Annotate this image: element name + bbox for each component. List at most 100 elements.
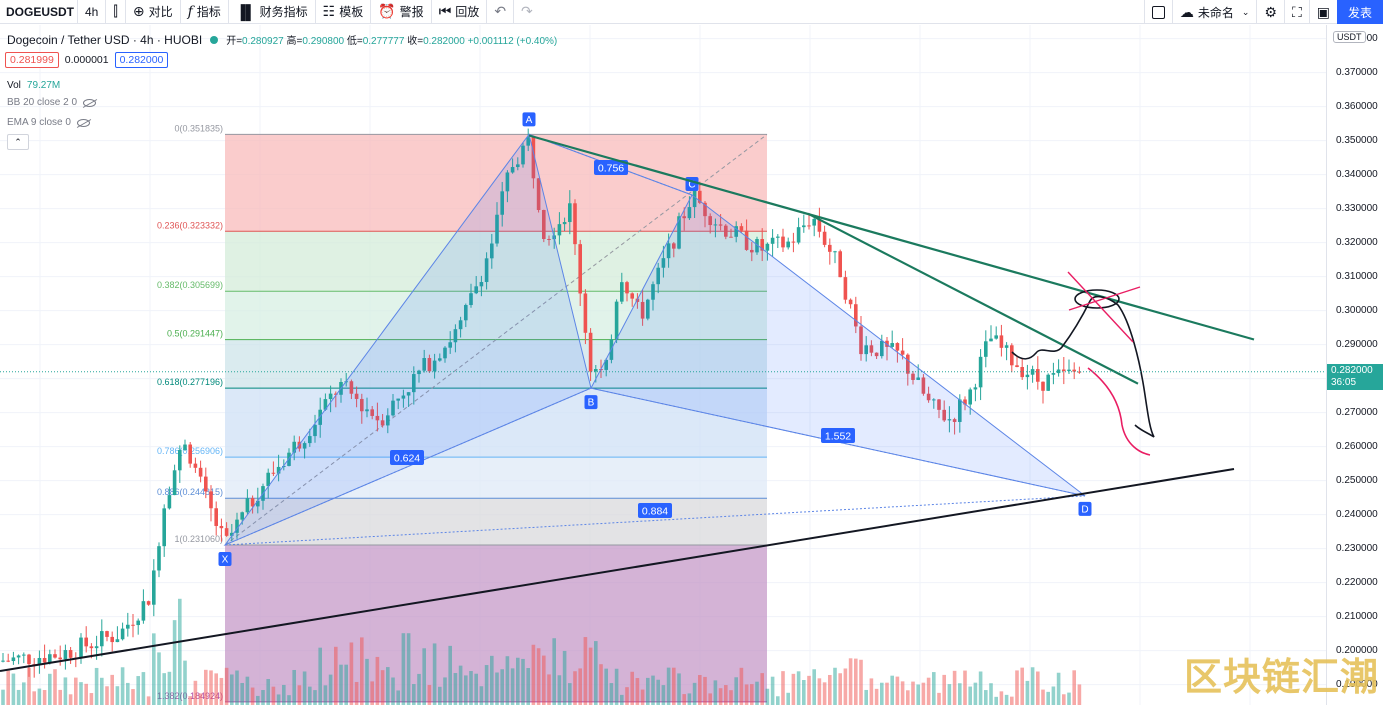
interval-button[interactable]: 4h	[78, 0, 107, 24]
collapse-legend-button[interactable]: ⌃	[7, 134, 29, 150]
undo-button[interactable]: ↶	[487, 0, 515, 24]
candle-body	[354, 393, 359, 399]
candle-body	[833, 251, 837, 253]
harmonic-ratio-line	[528, 133, 693, 196]
fullscreen-button[interactable]: ⛶	[1283, 0, 1309, 24]
candle-body	[380, 420, 385, 426]
volume-bar	[770, 676, 775, 705]
symbol-search[interactable]: DOGEUSDT	[0, 0, 78, 24]
compare-button[interactable]: ⊕ 对比	[126, 0, 181, 24]
volume-bar	[516, 657, 520, 705]
alert-button[interactable]: ⏰ 警报	[371, 0, 432, 24]
volume-bar	[146, 696, 151, 705]
volume-bar	[713, 680, 718, 705]
volume-bar	[68, 694, 73, 705]
candle-body	[510, 167, 515, 173]
candle-body	[22, 654, 26, 656]
candle-body	[100, 631, 104, 647]
snapshot-button[interactable]: ▣	[1308, 0, 1337, 24]
volume-bar	[1, 689, 5, 705]
candle-body	[666, 243, 671, 259]
volume-bar	[880, 682, 884, 705]
price-chart[interactable]: 0(0.351835) 0.236(0.323332) 0.382(0.305699…	[0, 25, 1326, 705]
volume-bar	[828, 674, 832, 705]
price-axis[interactable]: 0.3800000.3700000.3600000.3500000.340000…	[1326, 25, 1383, 705]
candle-body	[578, 244, 582, 294]
candle-body	[1004, 345, 1009, 348]
volume-bar	[687, 693, 692, 705]
volume-bar	[776, 696, 780, 705]
candle-body	[1015, 365, 1019, 368]
currency-unit-label[interactable]: USDT	[1333, 31, 1366, 43]
volume-bar	[802, 680, 806, 705]
hand-drawn-projection	[1087, 367, 1151, 456]
indicators-button[interactable]: f 指标	[181, 0, 229, 24]
volume-bar	[110, 674, 114, 705]
candle-body	[438, 358, 442, 361]
harmonic-ratio-label: 0.884	[642, 506, 668, 518]
volume-bar	[167, 671, 172, 705]
candle-body	[568, 203, 572, 223]
price-tick-label: 0.320000	[1336, 236, 1378, 248]
fib-level-label: 1.382(0.184924)	[157, 691, 223, 701]
current-price: 0.282000	[1331, 364, 1373, 376]
buy-button[interactable]: 0.282000	[114, 52, 169, 68]
volume-bar	[453, 673, 458, 705]
publish-button[interactable]: 发表	[1337, 0, 1383, 24]
volume-bar	[115, 686, 120, 705]
candle-body	[604, 359, 608, 370]
candle-body	[1036, 369, 1040, 382]
candle-body	[531, 137, 536, 179]
candle-body	[718, 224, 723, 226]
candle-body	[1046, 374, 1050, 391]
candle-body	[84, 637, 88, 647]
hidden-eye-icon[interactable]	[76, 118, 90, 127]
volume-bar	[37, 688, 42, 705]
templates-button[interactable]: ☷ 模板	[316, 0, 372, 24]
volume-bar	[32, 691, 36, 705]
candle-body	[495, 214, 499, 244]
volume-bar	[209, 670, 213, 705]
candle-body	[505, 172, 510, 192]
financials-button[interactable]: ▐▌ 财务指标	[229, 0, 316, 24]
volume-bar	[911, 681, 915, 705]
volume-bar	[105, 686, 109, 705]
candle-body	[370, 409, 374, 416]
chart-type-button[interactable]: ⫿	[106, 0, 126, 24]
volume-bar	[838, 673, 842, 705]
candle-body	[271, 472, 276, 474]
candle-body	[276, 466, 281, 474]
candle-body	[1025, 374, 1030, 378]
candle-body	[318, 409, 322, 425]
settings-button[interactable]: ⚙	[1256, 0, 1284, 24]
replay-button[interactable]: ⏮ 回放	[432, 0, 488, 24]
candle-body	[1010, 345, 1014, 366]
harmonic-point-badge	[218, 551, 232, 566]
volume-bar	[760, 673, 764, 705]
volume-bar	[27, 667, 31, 705]
ema-legend[interactable]: EMA 9 close 0	[7, 117, 90, 128]
volume-bar	[235, 670, 239, 705]
candle-body	[942, 409, 946, 421]
hidden-eye-icon[interactable]	[83, 98, 97, 107]
bb-legend[interactable]: BB 20 close 2 0	[7, 97, 97, 108]
fib-band	[225, 291, 767, 340]
layout-select-button[interactable]	[1143, 0, 1172, 24]
candle-body	[224, 528, 229, 536]
price-tick-label: 0.200000	[1336, 644, 1378, 656]
candle-body	[89, 646, 94, 649]
chart-pane[interactable]: 0(0.351835) 0.236(0.323332) 0.382(0.305699…	[0, 25, 1326, 705]
layout-name-button[interactable]: ☁ 未命名 ⌄	[1171, 0, 1257, 24]
price-tick-label: 0.360000	[1336, 100, 1378, 112]
redo-button[interactable]: ↷	[514, 0, 540, 24]
sell-button[interactable]: 0.281999	[5, 52, 59, 68]
harmonic-ratio-label: 0.624	[394, 453, 420, 465]
candle-body	[391, 400, 395, 416]
volume-bar	[6, 670, 10, 705]
volume-bar	[583, 637, 588, 705]
financials-label: 财务指标	[259, 5, 308, 19]
volume-bar	[557, 675, 562, 705]
candle-body	[542, 210, 546, 239]
candle-body	[162, 508, 166, 547]
fib-level-label: 1(0.231060)	[174, 534, 223, 544]
